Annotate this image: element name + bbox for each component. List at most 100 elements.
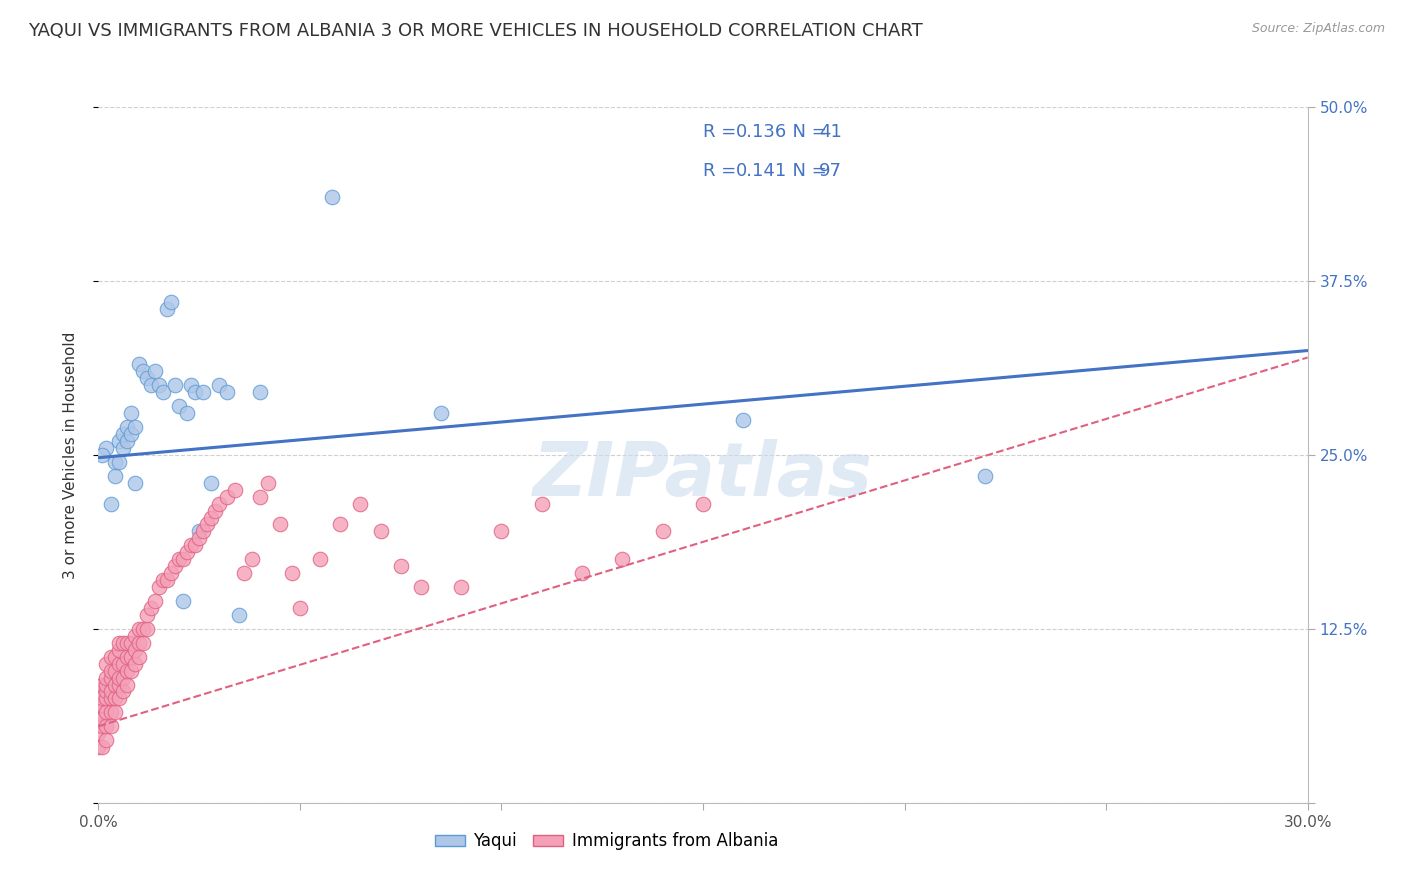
Point bbox=[256, 475, 278, 490]
Text: R =: R = bbox=[703, 161, 742, 179]
Point bbox=[152, 573, 174, 587]
Point bbox=[103, 706, 125, 720]
Point bbox=[180, 538, 202, 552]
Point bbox=[120, 664, 142, 678]
Point bbox=[124, 420, 146, 434]
Point bbox=[87, 712, 110, 726]
Point bbox=[228, 607, 250, 622]
Point bbox=[167, 399, 190, 413]
Point bbox=[124, 657, 146, 671]
Point bbox=[115, 649, 138, 664]
Point bbox=[115, 664, 138, 678]
Point bbox=[430, 406, 453, 420]
Point bbox=[651, 524, 673, 539]
Point bbox=[96, 719, 118, 733]
Point bbox=[167, 552, 190, 566]
Point bbox=[103, 468, 125, 483]
Point bbox=[139, 601, 162, 615]
Point bbox=[103, 691, 125, 706]
Point bbox=[204, 503, 226, 517]
Point bbox=[733, 413, 755, 427]
Point bbox=[96, 706, 118, 720]
Point bbox=[139, 378, 162, 392]
Point bbox=[172, 552, 194, 566]
Point bbox=[135, 607, 157, 622]
Point bbox=[135, 371, 157, 385]
Point bbox=[124, 642, 146, 657]
Point bbox=[120, 427, 142, 442]
Text: Source: ZipAtlas.com: Source: ZipAtlas.com bbox=[1251, 22, 1385, 36]
Point bbox=[128, 358, 150, 372]
Point bbox=[208, 497, 231, 511]
Point bbox=[974, 468, 997, 483]
Point bbox=[96, 677, 118, 691]
Point bbox=[96, 684, 118, 698]
Point bbox=[111, 684, 134, 698]
Point bbox=[103, 677, 125, 691]
Point bbox=[152, 385, 174, 400]
Point bbox=[409, 580, 432, 594]
Text: 0.141: 0.141 bbox=[735, 161, 787, 179]
Text: ZIPatlas: ZIPatlas bbox=[533, 439, 873, 512]
Point bbox=[91, 691, 114, 706]
Point bbox=[91, 448, 114, 462]
Point bbox=[96, 691, 118, 706]
Point bbox=[232, 566, 254, 581]
Point bbox=[107, 691, 129, 706]
Point bbox=[163, 378, 186, 392]
Point bbox=[124, 475, 146, 490]
Point bbox=[195, 517, 218, 532]
Point bbox=[91, 712, 114, 726]
Point bbox=[281, 566, 304, 581]
Point bbox=[100, 719, 122, 733]
Point bbox=[172, 594, 194, 608]
Point bbox=[91, 719, 114, 733]
Point bbox=[321, 190, 343, 204]
Point bbox=[143, 594, 166, 608]
Point bbox=[217, 385, 239, 400]
Point bbox=[269, 517, 291, 532]
Point bbox=[120, 636, 142, 650]
Point bbox=[96, 657, 118, 671]
Text: N =: N = bbox=[780, 123, 832, 141]
Point bbox=[96, 671, 118, 685]
Point bbox=[156, 301, 179, 316]
Point bbox=[107, 657, 129, 671]
Point bbox=[107, 455, 129, 469]
Point bbox=[103, 664, 125, 678]
Point bbox=[87, 698, 110, 713]
Point bbox=[96, 733, 118, 747]
Point bbox=[217, 490, 239, 504]
Point bbox=[309, 552, 332, 566]
Point bbox=[193, 524, 215, 539]
Point bbox=[115, 636, 138, 650]
Point bbox=[132, 364, 155, 378]
Point bbox=[160, 294, 183, 309]
Legend: Yaqui, Immigrants from Albania: Yaqui, Immigrants from Albania bbox=[427, 826, 785, 857]
Point bbox=[128, 636, 150, 650]
Point bbox=[224, 483, 246, 497]
Point bbox=[103, 455, 125, 469]
Point bbox=[240, 552, 263, 566]
Point bbox=[115, 434, 138, 448]
Point bbox=[128, 622, 150, 636]
Point bbox=[180, 378, 202, 392]
Point bbox=[128, 649, 150, 664]
Point bbox=[370, 524, 392, 539]
Point bbox=[120, 649, 142, 664]
Point bbox=[208, 378, 231, 392]
Point bbox=[156, 573, 179, 587]
Point bbox=[111, 441, 134, 455]
Point bbox=[249, 490, 271, 504]
Point bbox=[148, 580, 170, 594]
Point bbox=[115, 677, 138, 691]
Point bbox=[176, 545, 198, 559]
Point bbox=[111, 657, 134, 671]
Point bbox=[100, 684, 122, 698]
Point bbox=[571, 566, 593, 581]
Point bbox=[692, 497, 714, 511]
Point bbox=[288, 601, 311, 615]
Point bbox=[100, 497, 122, 511]
Point bbox=[132, 622, 155, 636]
Point bbox=[329, 517, 352, 532]
